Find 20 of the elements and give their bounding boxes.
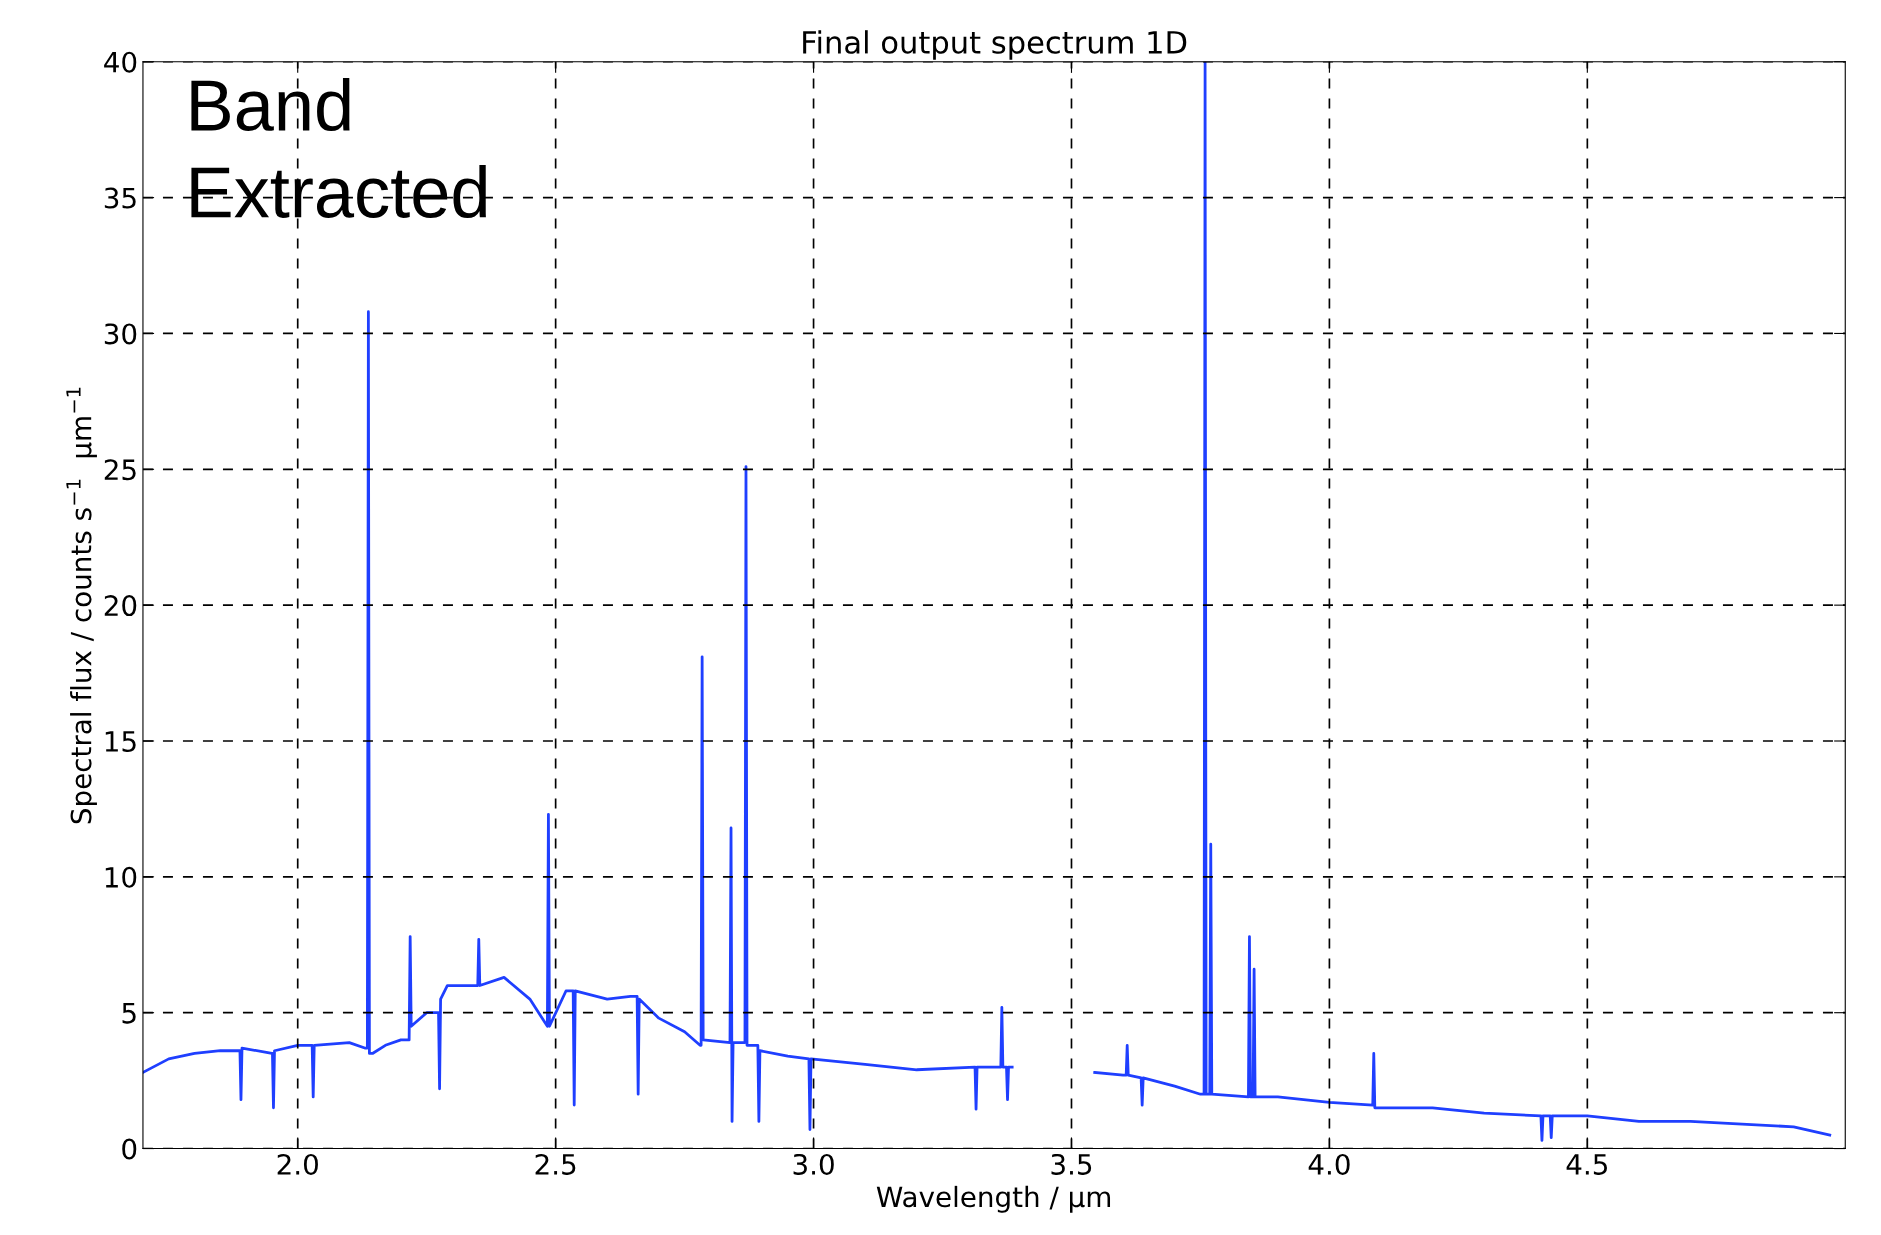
y-tick-label: 40 [104,51,137,73]
y-tick-label: 10 [105,866,137,888]
annotation: Band [191,78,350,132]
y-tick-label: 25 [104,459,136,481]
x-tick-label: 2.0 [277,1153,318,1175]
y-tick-label: 20 [104,595,137,617]
y-tick-label: 15 [105,731,136,752]
x-axis-title: Wavelength / μm [876,1185,1111,1213]
x-tick-label: 4.0 [1308,1153,1350,1175]
y-tick-label: 0 [122,1138,137,1160]
y-tick-label: 35 [104,187,136,209]
x-tick-label: 3.0 [793,1153,834,1175]
y-axis-title: Spectral flux / counts s$^{−1}$ μm$^{−1}$ [66,387,97,824]
y-tick-label: 5 [122,1003,136,1024]
annotation: Extracted [191,165,486,219]
x-tick-label: 2.5 [535,1153,576,1175]
y-tick-label: 30 [104,323,137,345]
x-tick-label: 3.5 [1051,1153,1092,1175]
chart-title: Final output spectrum 1D [803,30,1187,60]
x-tick-label: 4.5 [1566,1154,1607,1175]
